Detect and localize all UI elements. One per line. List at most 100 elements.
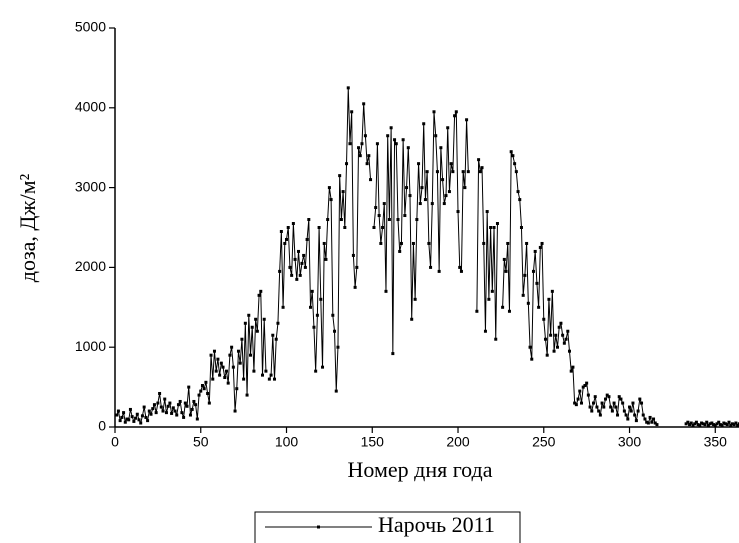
data-point <box>288 265 292 269</box>
data-point <box>592 401 596 405</box>
data-point <box>446 126 450 130</box>
data-point <box>417 162 421 166</box>
legend-marker <box>317 525 320 529</box>
data-point <box>341 190 345 194</box>
data-point <box>734 421 738 425</box>
data-point <box>362 102 366 106</box>
data-point <box>403 214 407 218</box>
data-point <box>430 202 434 206</box>
data-point <box>233 409 237 413</box>
data-point <box>516 190 520 194</box>
data-point <box>171 406 175 410</box>
data-point <box>725 423 729 427</box>
data-point <box>387 218 391 222</box>
data-point <box>195 417 199 421</box>
legend-label: Нарочь 2011 <box>378 512 495 537</box>
x-tick-label: 300 <box>618 434 642 450</box>
data-point <box>230 345 234 349</box>
data-point <box>547 297 551 301</box>
x-tick-label: 100 <box>275 434 299 450</box>
x-tick-label: 250 <box>532 434 556 450</box>
data-point <box>139 421 143 425</box>
data-point <box>273 377 277 381</box>
data-point <box>595 405 599 409</box>
data-point <box>545 353 549 357</box>
data-point <box>192 399 196 403</box>
data-point <box>422 122 426 126</box>
data-point <box>710 421 714 425</box>
data-point <box>638 397 642 401</box>
data-point <box>305 237 309 241</box>
data-point <box>161 409 165 413</box>
data-point <box>343 226 347 229</box>
data-point <box>243 321 247 325</box>
data-point <box>622 409 626 413</box>
data-point <box>456 210 460 214</box>
data-point <box>461 170 465 174</box>
data-point <box>621 401 625 405</box>
data-point <box>432 110 436 114</box>
data-point <box>466 170 470 174</box>
data-point <box>346 86 350 90</box>
data-point <box>398 249 402 253</box>
data-point <box>393 138 397 142</box>
data-point <box>137 418 141 422</box>
data-point <box>489 226 493 229</box>
data-point <box>573 401 577 405</box>
data-point <box>688 423 692 427</box>
y-axis-label: доза, Дж/м² <box>15 173 40 282</box>
data-point <box>605 393 609 397</box>
data-point <box>712 423 716 427</box>
data-point <box>175 413 179 417</box>
data-point <box>122 411 126 415</box>
data-point <box>593 395 597 399</box>
data-point <box>459 269 463 273</box>
data-point <box>329 198 333 202</box>
data-point <box>322 241 326 245</box>
data-point <box>382 202 386 206</box>
data-point <box>442 202 446 206</box>
data-point <box>360 142 364 146</box>
data-point <box>297 249 301 253</box>
data-point <box>631 401 635 405</box>
data-point <box>730 422 734 426</box>
x-tick-label: 50 <box>193 434 209 450</box>
data-point <box>437 269 441 273</box>
data-point <box>439 146 443 150</box>
data-point <box>168 401 172 405</box>
data-point <box>509 150 513 154</box>
data-point <box>250 325 254 329</box>
data-point <box>540 241 544 245</box>
data-point <box>531 269 535 273</box>
data-point <box>134 416 138 420</box>
data-point <box>727 420 731 424</box>
data-point <box>264 369 268 373</box>
data-point <box>458 265 462 269</box>
data-point <box>185 404 189 408</box>
data-point <box>351 253 355 257</box>
data-point <box>564 337 568 341</box>
data-point <box>180 411 184 415</box>
x-tick-label: 0 <box>111 434 119 450</box>
data-point <box>350 110 354 114</box>
data-point <box>204 380 208 384</box>
data-point <box>427 241 431 245</box>
data-point <box>641 413 645 417</box>
data-point <box>295 277 299 281</box>
data-point <box>283 241 287 245</box>
data-point <box>559 321 563 325</box>
data-point <box>609 405 613 409</box>
data-point <box>434 134 438 138</box>
data-point <box>525 241 529 245</box>
data-point <box>312 325 316 329</box>
data-point <box>708 422 712 426</box>
data-point <box>391 352 395 356</box>
data-point <box>206 391 210 395</box>
data-point <box>146 419 150 423</box>
data-point <box>254 317 258 321</box>
data-point <box>583 384 587 388</box>
data-point <box>567 349 571 353</box>
data-point <box>170 411 174 415</box>
data-point <box>194 403 198 407</box>
data-point <box>485 210 489 214</box>
